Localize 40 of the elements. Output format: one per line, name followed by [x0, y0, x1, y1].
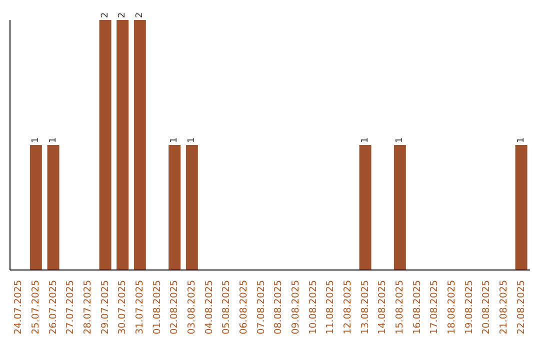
- x-tick-label: 22.08.2025: [516, 280, 527, 334]
- data-label: 1: [516, 137, 526, 143]
- x-tick-label: 01.08.2025: [152, 280, 163, 334]
- x-tick-label: 03.08.2025: [186, 280, 198, 334]
- x-tick-label: 20.08.2025: [481, 280, 492, 334]
- x-tick-label: 27.07.2025: [65, 280, 76, 334]
- x-tick-label: 10.08.2025: [308, 280, 319, 334]
- x-tick-label: 18.08.2025: [446, 280, 458, 334]
- x-tick-label: 19.08.2025: [464, 280, 475, 334]
- x-tick-label: 14.08.2025: [377, 280, 388, 334]
- x-tick-label: 24.07.2025: [13, 280, 24, 334]
- x-tick-label: 17.08.2025: [429, 280, 440, 334]
- x-tick-label: 28.07.2025: [82, 280, 94, 334]
- x-tick-label: 26.07.2025: [48, 280, 59, 334]
- x-tick-label: 30.07.2025: [117, 280, 128, 334]
- x-tick-label: 21.08.2025: [498, 280, 510, 334]
- x-tick-label: 16.08.2025: [412, 280, 423, 334]
- x-tick-label: 02.08.2025: [169, 280, 180, 334]
- x-tick-label: 12.08.2025: [342, 280, 354, 334]
- data-label: 1: [48, 137, 58, 143]
- x-tick-label: 29.07.2025: [100, 280, 111, 334]
- x-tick-label: 15.08.2025: [394, 280, 406, 334]
- data-label: 2: [100, 12, 110, 18]
- data-label: 1: [186, 137, 197, 143]
- data-label: 1: [394, 137, 405, 143]
- x-tick-label: 08.08.2025: [273, 280, 284, 334]
- x-tick-label: 06.08.2025: [238, 280, 250, 334]
- x-tick-label: 07.08.2025: [256, 280, 267, 334]
- data-label: 2: [118, 12, 128, 18]
- data-label: 1: [360, 137, 370, 143]
- data-label: 1: [170, 137, 180, 143]
- x-tick-label: 09.08.2025: [290, 280, 302, 334]
- x-tick-label: 11.08.2025: [325, 280, 336, 334]
- x-tick-label: 05.08.2025: [221, 280, 232, 334]
- x-tick-label: 13.08.2025: [360, 280, 371, 334]
- x-tick-label: 31.07.2025: [134, 280, 146, 334]
- x-tick-label: 04.08.2025: [204, 280, 215, 334]
- data-label: 2: [134, 12, 145, 18]
- data-label: 1: [30, 137, 41, 143]
- x-tick-label: 25.07.2025: [30, 280, 42, 334]
